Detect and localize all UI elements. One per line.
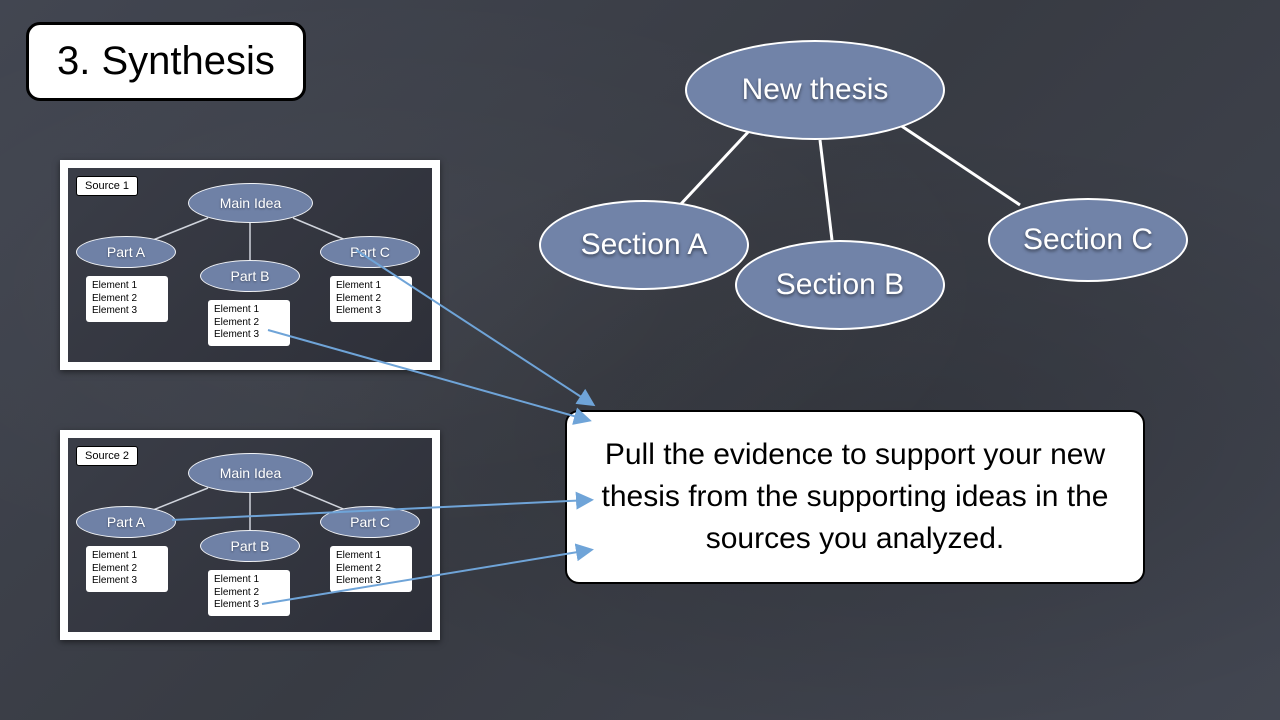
- thesis-root-label: New thesis: [742, 73, 889, 107]
- source-2-card: Source 2 Main Idea Part A Part B Part C …: [60, 430, 440, 640]
- source-1-elements-c: Element 1 Element 2 Element 3: [330, 276, 412, 322]
- thesis-section-b: Section B: [735, 240, 945, 330]
- title-card: 3. Synthesis: [26, 22, 306, 101]
- evidence-box: Pull the evidence to support your new th…: [565, 410, 1145, 584]
- source-2-elements-a: Element 1 Element 2 Element 3: [86, 546, 168, 592]
- source-1-part-a: Part A: [76, 236, 176, 268]
- evidence-text: Pull the evidence to support your new th…: [602, 438, 1109, 555]
- thesis-section-c-label: Section C: [1023, 223, 1153, 257]
- source-1-label: Source 1: [76, 176, 138, 196]
- thesis-section-c: Section C: [988, 198, 1188, 282]
- source-2-elements-c: Element 1 Element 2 Element 3: [330, 546, 412, 592]
- thesis-root: New thesis: [685, 40, 945, 140]
- source-1-inner: Source 1 Main Idea Part A Part B Part C …: [68, 168, 432, 362]
- source-1-main: Main Idea: [188, 183, 313, 223]
- source-1-elements-b: Element 1 Element 2 Element 3: [208, 300, 290, 346]
- thesis-section-a: Section A: [539, 200, 749, 290]
- source-2-part-a: Part A: [76, 506, 176, 538]
- source-2-main: Main Idea: [188, 453, 313, 493]
- source-1-elements-a: Element 1 Element 2 Element 3: [86, 276, 168, 322]
- source-1-part-b: Part B: [200, 260, 300, 292]
- title-text: 3. Synthesis: [57, 39, 275, 83]
- source-1-card: Source 1 Main Idea Part A Part B Part C …: [60, 160, 440, 370]
- thesis-section-b-label: Section B: [776, 268, 904, 302]
- source-2-inner: Source 2 Main Idea Part A Part B Part C …: [68, 438, 432, 632]
- source-2-part-c: Part C: [320, 506, 420, 538]
- thesis-section-a-label: Section A: [581, 228, 708, 262]
- source-2-part-b: Part B: [200, 530, 300, 562]
- source-2-label: Source 2: [76, 446, 138, 466]
- source-2-elements-b: Element 1 Element 2 Element 3: [208, 570, 290, 616]
- source-1-part-c: Part C: [320, 236, 420, 268]
